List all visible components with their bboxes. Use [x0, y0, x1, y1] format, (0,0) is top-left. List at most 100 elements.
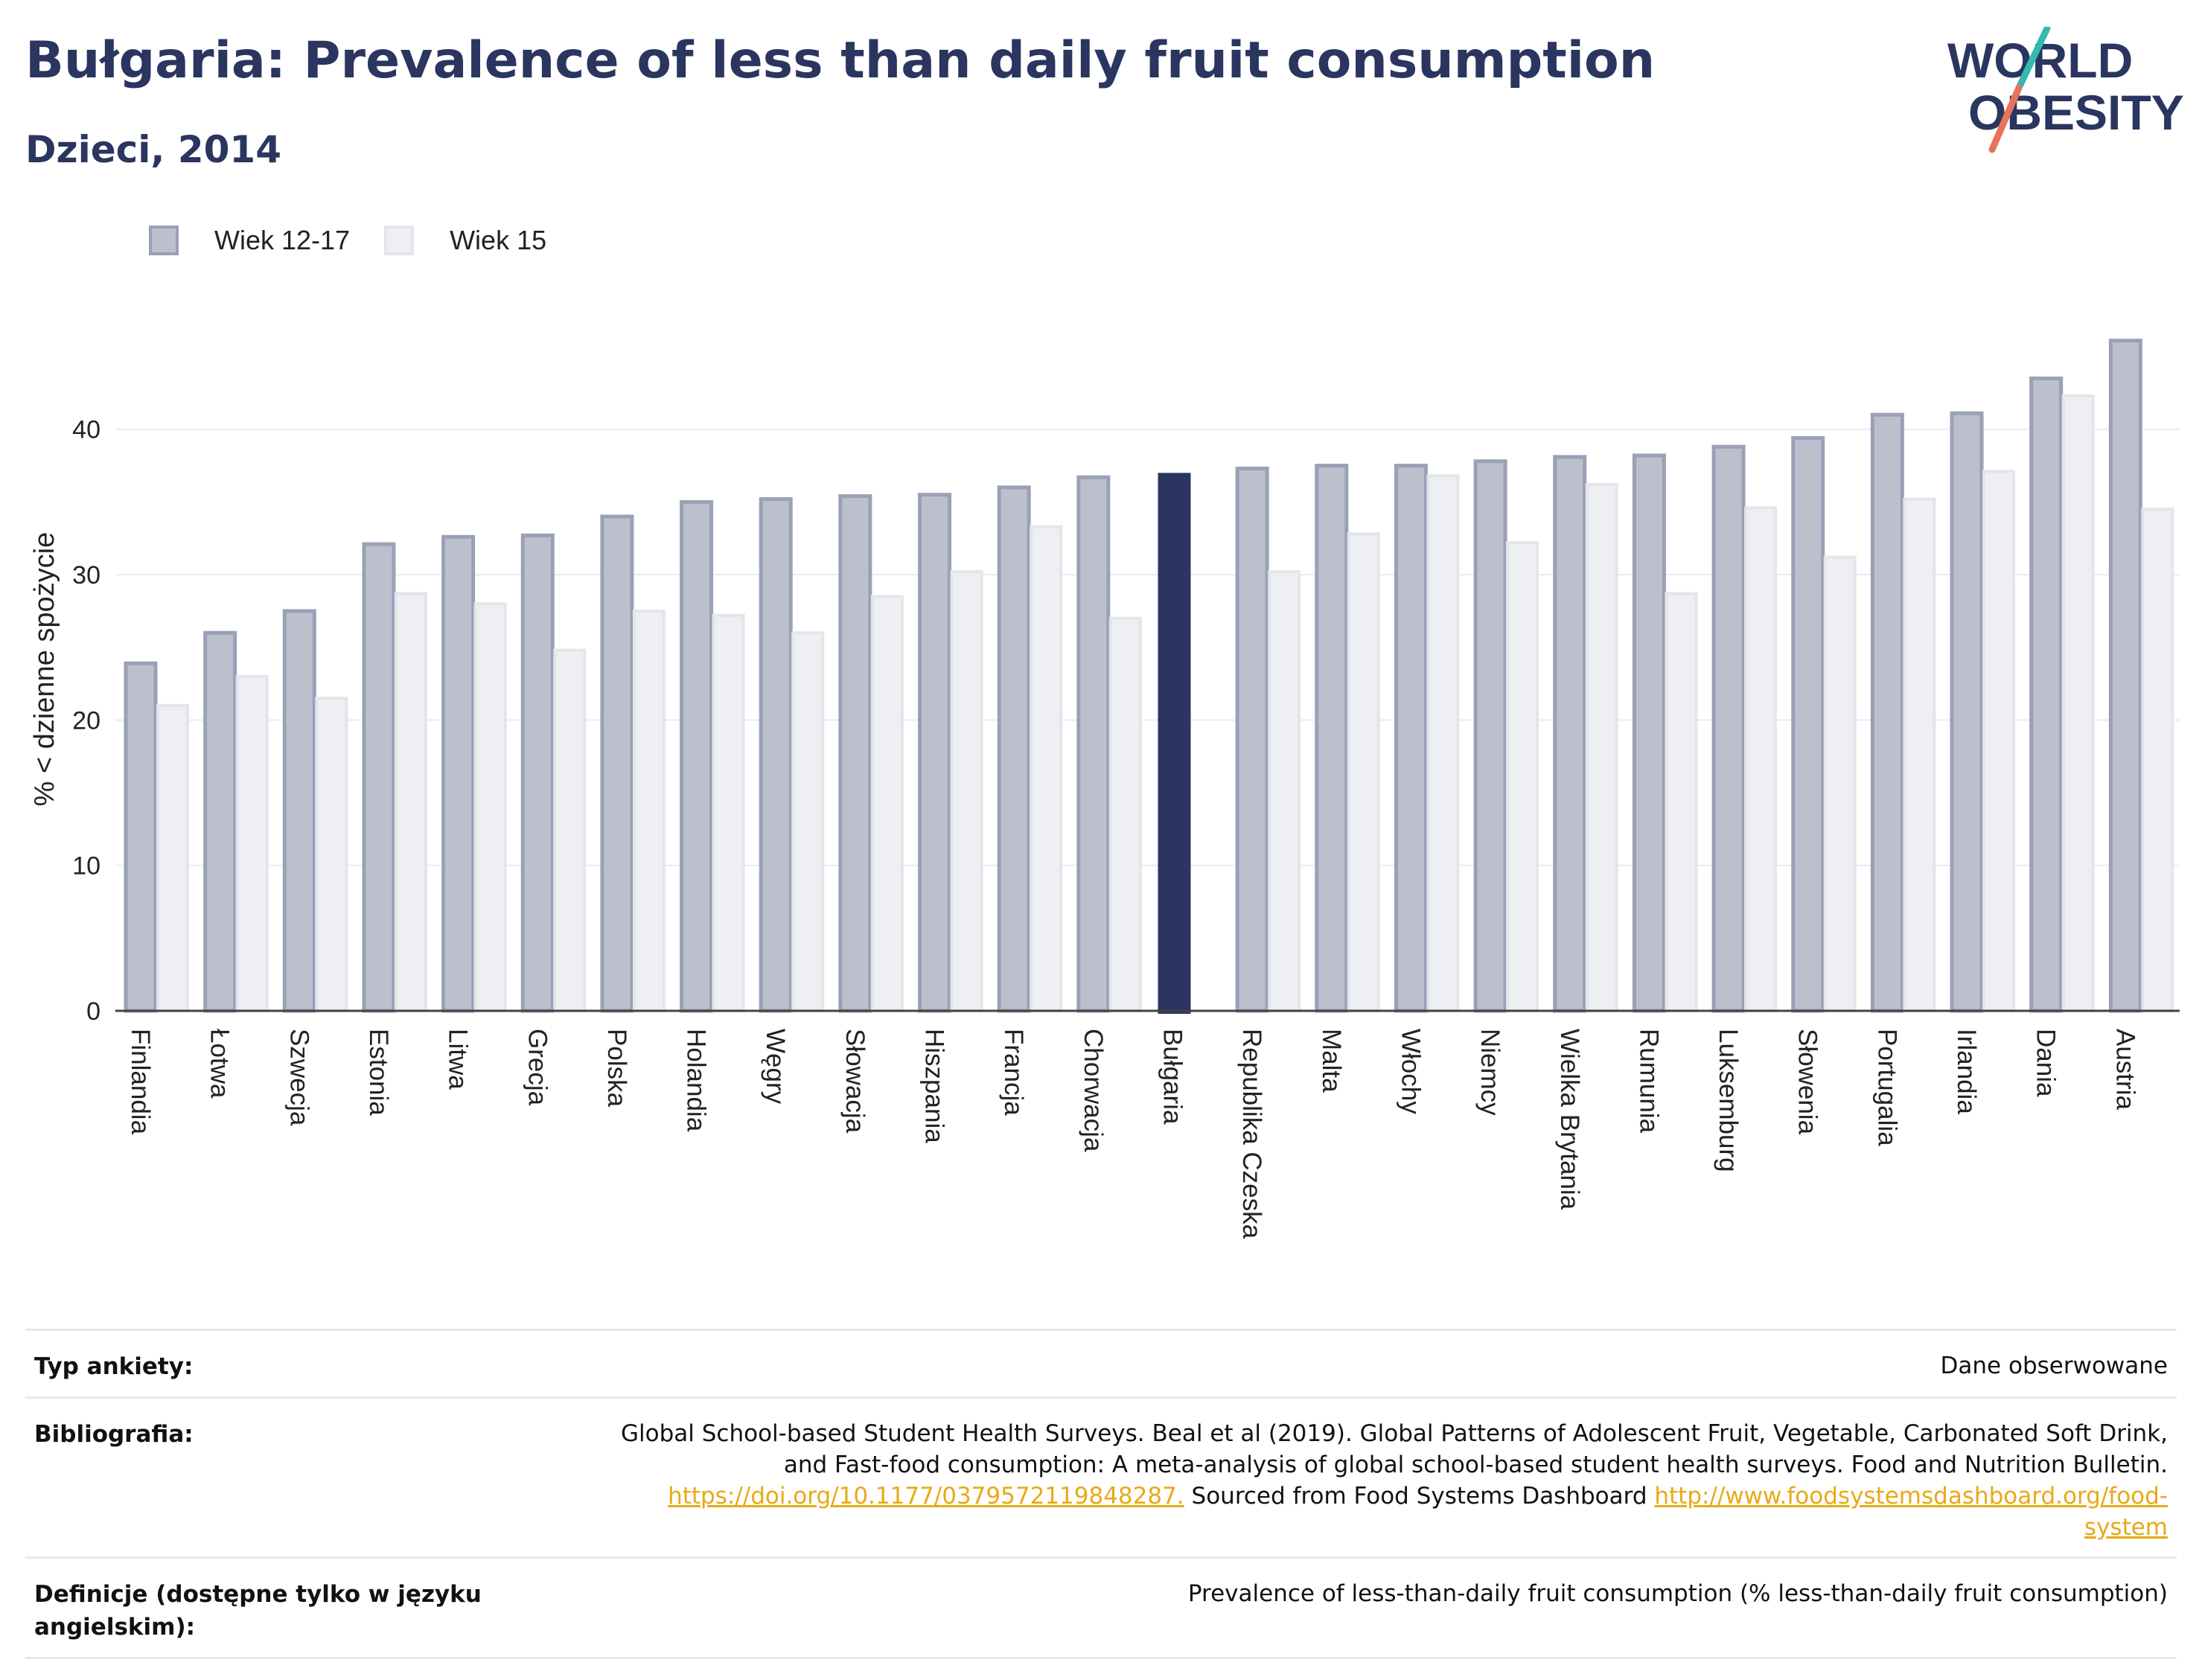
bar-series1[interactable] [1473, 459, 1507, 1013]
y-tick-label: 10 [72, 852, 100, 881]
x-tick-label: Szwecja [284, 1029, 313, 1126]
bar-series2[interactable] [1982, 470, 2016, 1012]
legend-label-series2: Wiek 15 [450, 225, 547, 255]
x-tick-label: Łotwa [205, 1029, 234, 1099]
x-tick-label: Republika Czeska [1237, 1029, 1266, 1239]
bar-series1[interactable] [1632, 453, 1666, 1013]
bar-series2[interactable] [1108, 616, 1142, 1012]
bar-series1[interactable] [1870, 412, 1904, 1013]
bar-series1[interactable] [203, 630, 237, 1013]
meta-row-definitions: Definicje (dostępne tylko w języku angie… [25, 1556, 2177, 1659]
bar-series2[interactable] [1426, 474, 1460, 1012]
bar-series2[interactable] [394, 592, 427, 1012]
bar-series2[interactable] [1585, 482, 1618, 1012]
bar-series1[interactable] [441, 534, 476, 1013]
chart-title: Bułgaria: Prevalence of less than daily … [25, 31, 1656, 90]
bar-series1[interactable] [1394, 464, 1428, 1013]
bar-series2[interactable] [315, 697, 348, 1012]
bar-series2[interactable] [950, 570, 983, 1012]
x-tick-label: Malta [1317, 1029, 1346, 1093]
x-tick-label: Grecja [523, 1029, 552, 1106]
bar-series2[interactable] [156, 703, 189, 1012]
dashboard-link-part2[interactable]: system [2084, 1514, 2168, 1541]
bar-series2[interactable] [712, 613, 745, 1012]
bar-series2[interactable] [235, 674, 269, 1012]
x-tick-label: Luksemburg [1714, 1029, 1743, 1172]
bar-series1[interactable] [124, 661, 158, 1013]
x-tick-label: Litwa [444, 1029, 473, 1090]
bar-series1[interactable] [1553, 455, 1587, 1013]
bar-series1[interactable] [759, 496, 793, 1013]
bar-series2[interactable] [2061, 394, 2095, 1012]
meta-value-survey-type: Dane obserwowane [1940, 1352, 2168, 1379]
bar-series2[interactable] [1665, 592, 1698, 1012]
x-tick-label: Holandia [682, 1029, 711, 1132]
bar-series1[interactable] [362, 542, 396, 1013]
chart-legend: Wiek 12-17 Wiek 15 [149, 220, 581, 261]
bibliography-line-2: and Fast-food consumption: A meta-analys… [783, 1451, 2168, 1478]
bar-series1[interactable] [1315, 464, 1349, 1013]
y-tick-label: 30 [72, 561, 100, 590]
bar-series2[interactable] [2141, 508, 2174, 1012]
x-tick-label: Austria [2110, 1029, 2139, 1110]
bar-series1[interactable] [1711, 444, 1746, 1013]
x-tick-label: Włochy [1396, 1029, 1425, 1114]
bar-series2[interactable] [791, 631, 825, 1012]
bar-chart: 0 10 20 30 40 % < dzienne spożycie Finlandia Ło… [29, 339, 2180, 1239]
bar-highlight[interactable] [1158, 473, 1191, 1014]
x-tick-label: Francja [999, 1029, 1028, 1116]
bar-series2[interactable] [870, 595, 904, 1012]
meta-value-definitions: Prevalence of less-than-daily fruit cons… [1187, 1580, 2168, 1607]
x-tick-label: Słowenia [1793, 1029, 1822, 1135]
bar-series2[interactable] [1268, 570, 1301, 1012]
bibliography-mid-text: Sourced from Food Systems Dashboard [1184, 1483, 1655, 1510]
bar-series1[interactable] [680, 499, 714, 1013]
bar-series2[interactable] [553, 648, 587, 1012]
legend-item-series2[interactable]: Wiek 15 [384, 225, 546, 256]
logo-slash-coral [1988, 84, 2023, 153]
bar-series2[interactable] [1744, 506, 1778, 1012]
x-tick-label: Finlandia [126, 1029, 155, 1135]
bar-series1[interactable] [918, 493, 952, 1013]
bar-series2[interactable] [1903, 497, 1936, 1012]
x-tick-label: Polska [602, 1029, 631, 1108]
x-tick-label: Rumunia [1634, 1029, 1663, 1134]
bar-series2[interactable] [1506, 541, 1539, 1012]
bar-series1[interactable] [2108, 339, 2142, 1013]
legend-swatch-series1 [149, 226, 179, 255]
y-tick-label: 0 [86, 997, 100, 1026]
bar-series1[interactable] [997, 485, 1031, 1013]
meta-row-survey-type: Typ ankiety: Dane obserwowane [25, 1329, 2177, 1396]
bar-series1[interactable] [838, 494, 872, 1013]
metadata-table: Typ ankiety: Dane obserwowane Bibliograf… [25, 1329, 2177, 1659]
doi-link[interactable]: https://doi.org/10.1177/0379572119848287… [668, 1483, 1184, 1510]
bar-series1[interactable] [282, 609, 316, 1013]
bar-series2[interactable] [632, 609, 666, 1012]
bar-series1[interactable] [520, 533, 555, 1013]
bar-series1[interactable] [1950, 411, 1984, 1013]
bar-series1[interactable] [1076, 475, 1111, 1013]
bar-series2[interactable] [1030, 525, 1063, 1012]
bibliography-line-3: https://doi.org/10.1177/0379572119848287… [621, 1481, 2168, 1512]
y-axis-title: % < dzienne spożycie [29, 532, 60, 807]
chart-subtitle: Dzieci, 2014 [25, 128, 281, 171]
x-tick-label: Portugalia [1872, 1029, 1901, 1146]
x-tick-label: Estonia [364, 1029, 393, 1116]
bar-series2[interactable] [1347, 532, 1380, 1012]
meta-key-definitions: Definicje (dostępne tylko w języku angie… [34, 1581, 482, 1641]
x-tick-label: Niemcy [1475, 1029, 1504, 1116]
bar-series1[interactable] [600, 514, 634, 1013]
bar-series1[interactable] [2029, 376, 2064, 1013]
x-tick-label: Chorwacja [1079, 1029, 1108, 1152]
y-tick-label: 20 [72, 706, 100, 735]
logo-line2: OBESITY [1968, 85, 2184, 140]
bar-series1[interactable] [1791, 435, 1825, 1013]
bar-series2[interactable] [1823, 555, 1857, 1012]
bar-series1[interactable] [1235, 466, 1269, 1013]
dashboard-link-part1[interactable]: http://www.foodsystemsdashboard.org/food… [1654, 1483, 2168, 1510]
world-obesity-logo[interactable]: WORLD OBESITY [1935, 27, 2189, 161]
bibliography-line-1: Global School-based Student Health Surve… [621, 1420, 2168, 1447]
meta-key-survey-type: Typ ankiety: [34, 1353, 194, 1380]
legend-item-series1[interactable]: Wiek 12-17 [149, 225, 350, 256]
bar-series2[interactable] [473, 602, 507, 1012]
